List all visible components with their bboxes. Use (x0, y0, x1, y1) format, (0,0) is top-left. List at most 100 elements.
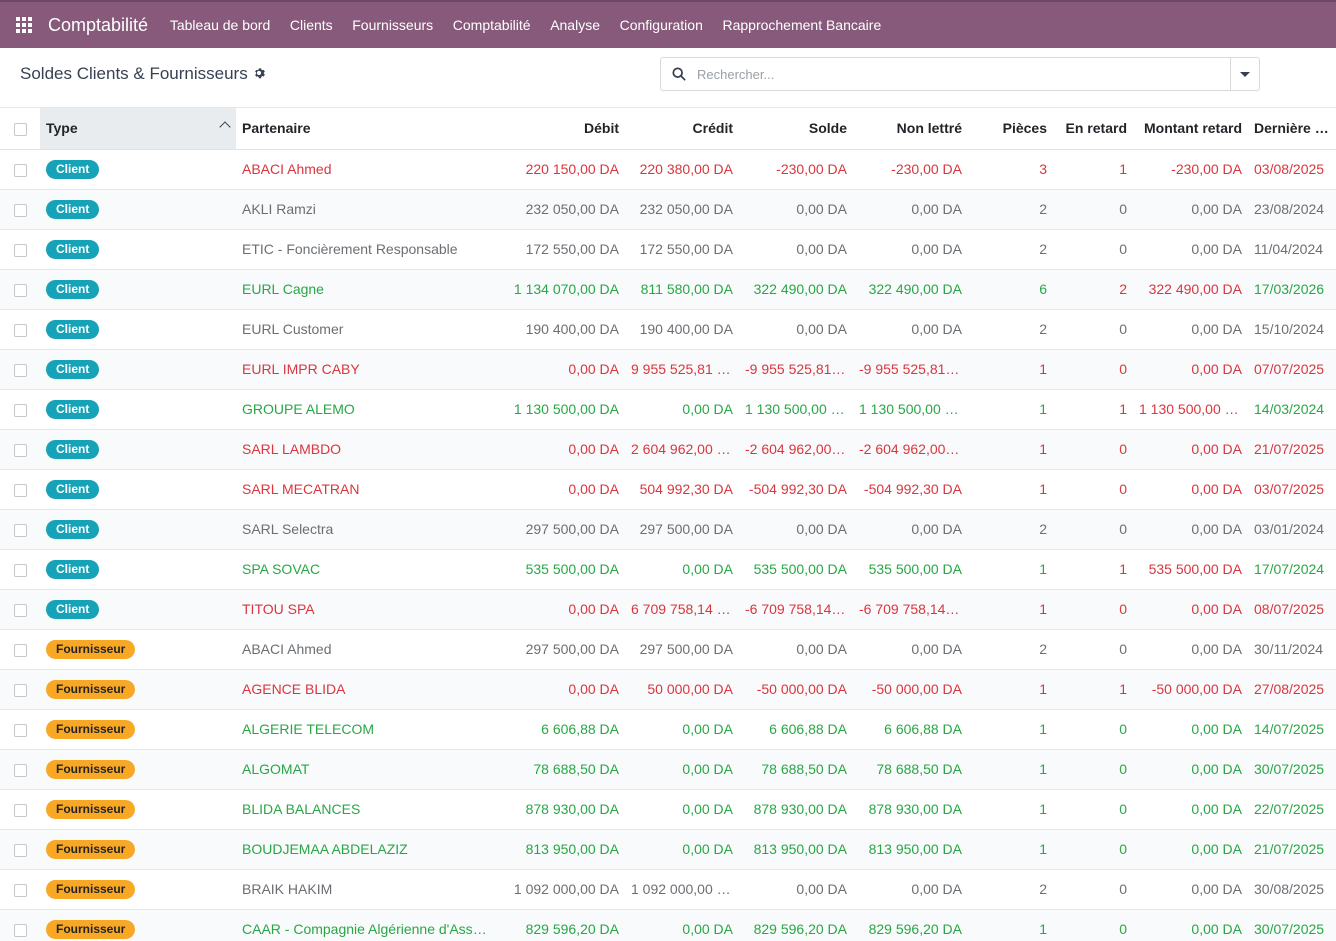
table-row[interactable]: Client TITOU SPA 0,00 DA 6 709 758,14 DA -6 … (0, 589, 1336, 630)
row-checkbox[interactable] (13, 603, 27, 617)
table-row[interactable]: Fournisseur ALGERIE TELECOM 6 606,88 DA 0,0… (0, 709, 1336, 750)
table-row[interactable]: Client ABACI Ahmed 220 150,00 DA 220 380,00… (0, 149, 1336, 190)
partner-cell[interactable]: AGENCE BLIDA (236, 669, 498, 710)
column-header-derniere-op[interactable]: Dernière op. (1248, 108, 1336, 150)
table-row[interactable]: Fournisseur ALGOMAT 78 688,50 DA 0,00 DA 78 … (0, 749, 1336, 790)
app-brand[interactable]: Comptabilité (48, 14, 149, 35)
type-cell: Client (40, 509, 236, 550)
row-checkbox[interactable] (13, 203, 27, 217)
column-header-en-retard[interactable]: En retard (1053, 108, 1133, 150)
partner-cell[interactable]: SARL LAMBDO (236, 429, 498, 470)
pieces-cell: 1 (968, 549, 1053, 590)
partner-cell[interactable]: SARL Selectra (236, 509, 498, 550)
column-header-montant-retard[interactable]: Montant retard (1133, 108, 1248, 150)
partner-cell[interactable]: ABACI Ahmed (236, 629, 498, 670)
table-row[interactable]: Client ETIC - Foncièrement Responsable 172… (0, 229, 1336, 270)
row-checkbox[interactable] (13, 363, 27, 377)
table-row[interactable]: Client EURL Cagne 1 134 070,00 DA 811 580,0… (0, 269, 1336, 310)
table-row[interactable]: Fournisseur BLIDA BALANCES 878 930,00 DA 0,… (0, 789, 1336, 830)
table-row[interactable]: Client EURL IMPR CABY 0,00 DA 9 955 525,81 … (0, 349, 1336, 390)
derniere-op-cell: 27/08/2025 (1248, 669, 1336, 710)
row-select-cell (0, 349, 40, 390)
menu-tableau-de-bord[interactable]: Tableau de bord (169, 17, 271, 33)
partner-cell[interactable]: ABACI Ahmed (236, 149, 498, 190)
row-checkbox[interactable] (13, 563, 27, 577)
table-row[interactable]: Fournisseur AGENCE BLIDA 0,00 DA 50 000,00 … (0, 669, 1336, 710)
column-header-pieces[interactable]: Pièces (968, 108, 1053, 150)
row-checkbox[interactable] (13, 723, 27, 737)
row-checkbox[interactable] (13, 883, 27, 897)
partner-cell[interactable]: EURL IMPR CABY (236, 349, 498, 390)
type-badge: Fournisseur (46, 839, 136, 859)
table-row[interactable]: Client SARL Selectra 297 500,00 DA 297 500,… (0, 509, 1336, 550)
column-header-partner[interactable]: Partenaire (236, 108, 498, 150)
search-input[interactable] (697, 59, 1230, 89)
credit-cell: 172 550,00 DA (625, 229, 739, 270)
partner-cell[interactable]: EURL Customer (236, 309, 498, 350)
search-options-toggle[interactable] (1230, 58, 1259, 90)
pieces-cell: 2 (968, 229, 1053, 270)
partner-cell[interactable]: GROUPE ALEMO (236, 389, 498, 430)
gear-icon[interactable] (253, 67, 265, 82)
partner-cell[interactable]: CAAR - Compagnie Algérienne d'Assurance (236, 909, 498, 941)
partner-cell[interactable]: BOUDJEMAA ABDELAZIZ (236, 829, 498, 870)
menu-fournisseurs[interactable]: Fournisseurs (352, 17, 434, 33)
partner-cell[interactable]: TITOU SPA (236, 589, 498, 630)
row-checkbox[interactable] (13, 323, 27, 337)
partner-cell[interactable]: ALGOMAT (236, 749, 498, 790)
debit-cell: 297 500,00 DA (498, 629, 625, 670)
pieces-cell: 1 (968, 789, 1053, 830)
row-checkbox[interactable] (13, 523, 27, 537)
apps-menu-icon[interactable] (0, 2, 48, 48)
row-checkbox[interactable] (13, 683, 27, 697)
table-row[interactable]: Client SPA SOVAC 535 500,00 DA 0,00 DA 535 5… (0, 549, 1336, 590)
search-icon[interactable] (661, 58, 697, 90)
partner-cell[interactable]: SPA SOVAC (236, 549, 498, 590)
type-badge: Client (46, 239, 100, 259)
table-row[interactable]: Client SARL MECATRAN 0,00 DA 504 992,30 DA -… (0, 469, 1336, 510)
table-row[interactable]: Fournisseur BOUDJEMAA ABDELAZIZ 813 950,00… (0, 829, 1336, 870)
table-row[interactable]: Fournisseur ABACI Ahmed 297 500,00 DA 297 5… (0, 629, 1336, 670)
menu-analyse[interactable]: Analyse (550, 17, 600, 33)
menu-configuration[interactable]: Configuration (619, 17, 703, 33)
table-row[interactable]: Client GROUPE ALEMO 1 130 500,00 DA 0,00 DA… (0, 389, 1336, 430)
row-checkbox[interactable] (13, 483, 27, 497)
column-header-type[interactable]: Type (40, 108, 236, 150)
partner-cell[interactable]: ALGERIE TELECOM (236, 709, 498, 750)
table-row[interactable]: Fournisseur CAAR - Compagnie Algérienne d… (0, 909, 1336, 941)
row-checkbox[interactable] (13, 443, 27, 457)
column-header-credit[interactable]: Crédit (625, 108, 739, 150)
table-row[interactable]: Fournisseur BRAIK HAKIM 1 092 000,00 DA 1 0… (0, 869, 1336, 910)
column-header-debit[interactable]: Débit (498, 108, 625, 150)
partner-cell[interactable]: SARL MECATRAN (236, 469, 498, 510)
row-checkbox[interactable] (13, 643, 27, 657)
non-lettre-cell: 0,00 DA (853, 189, 968, 230)
partner-cell[interactable]: ETIC - Foncièrement Responsable (236, 229, 498, 270)
row-checkbox[interactable] (13, 763, 27, 777)
partner-cell[interactable]: BRAIK HAKIM (236, 869, 498, 910)
row-checkbox[interactable] (13, 843, 27, 857)
debit-cell: 0,00 DA (498, 349, 625, 390)
partner-cell[interactable]: BLIDA BALANCES (236, 789, 498, 830)
menu-clients[interactable]: Clients (289, 17, 333, 33)
derniere-op-cell: 22/07/2025 (1248, 789, 1336, 830)
row-checkbox[interactable] (13, 283, 27, 297)
partner-cell[interactable]: AKLI Ramzi (236, 189, 498, 230)
row-checkbox[interactable] (13, 243, 27, 257)
select-all-checkbox[interactable] (13, 123, 27, 137)
row-checkbox[interactable] (13, 163, 27, 177)
table-row[interactable]: Client SARL LAMBDO 0,00 DA 2 604 962,00 DA -… (0, 429, 1336, 470)
menu-rapprochement-bancaire[interactable]: Rapprochement Bancaire (722, 17, 882, 33)
row-checkbox[interactable] (13, 403, 27, 417)
row-select-cell (0, 629, 40, 670)
row-checkbox[interactable] (13, 803, 27, 817)
table-row[interactable]: Client AKLI Ramzi 232 050,00 DA 232 050,00 … (0, 189, 1336, 230)
row-select-cell (0, 869, 40, 910)
en-retard-cell: 0 (1053, 509, 1133, 550)
partner-cell[interactable]: EURL Cagne (236, 269, 498, 310)
column-header-non-lettre[interactable]: Non lettré (853, 108, 968, 150)
column-header-solde[interactable]: Solde (739, 108, 853, 150)
row-checkbox[interactable] (13, 923, 27, 937)
table-row[interactable]: Client EURL Customer 190 400,00 DA 190 400,… (0, 309, 1336, 350)
menu-comptabilite[interactable]: Comptabilité (452, 17, 531, 33)
